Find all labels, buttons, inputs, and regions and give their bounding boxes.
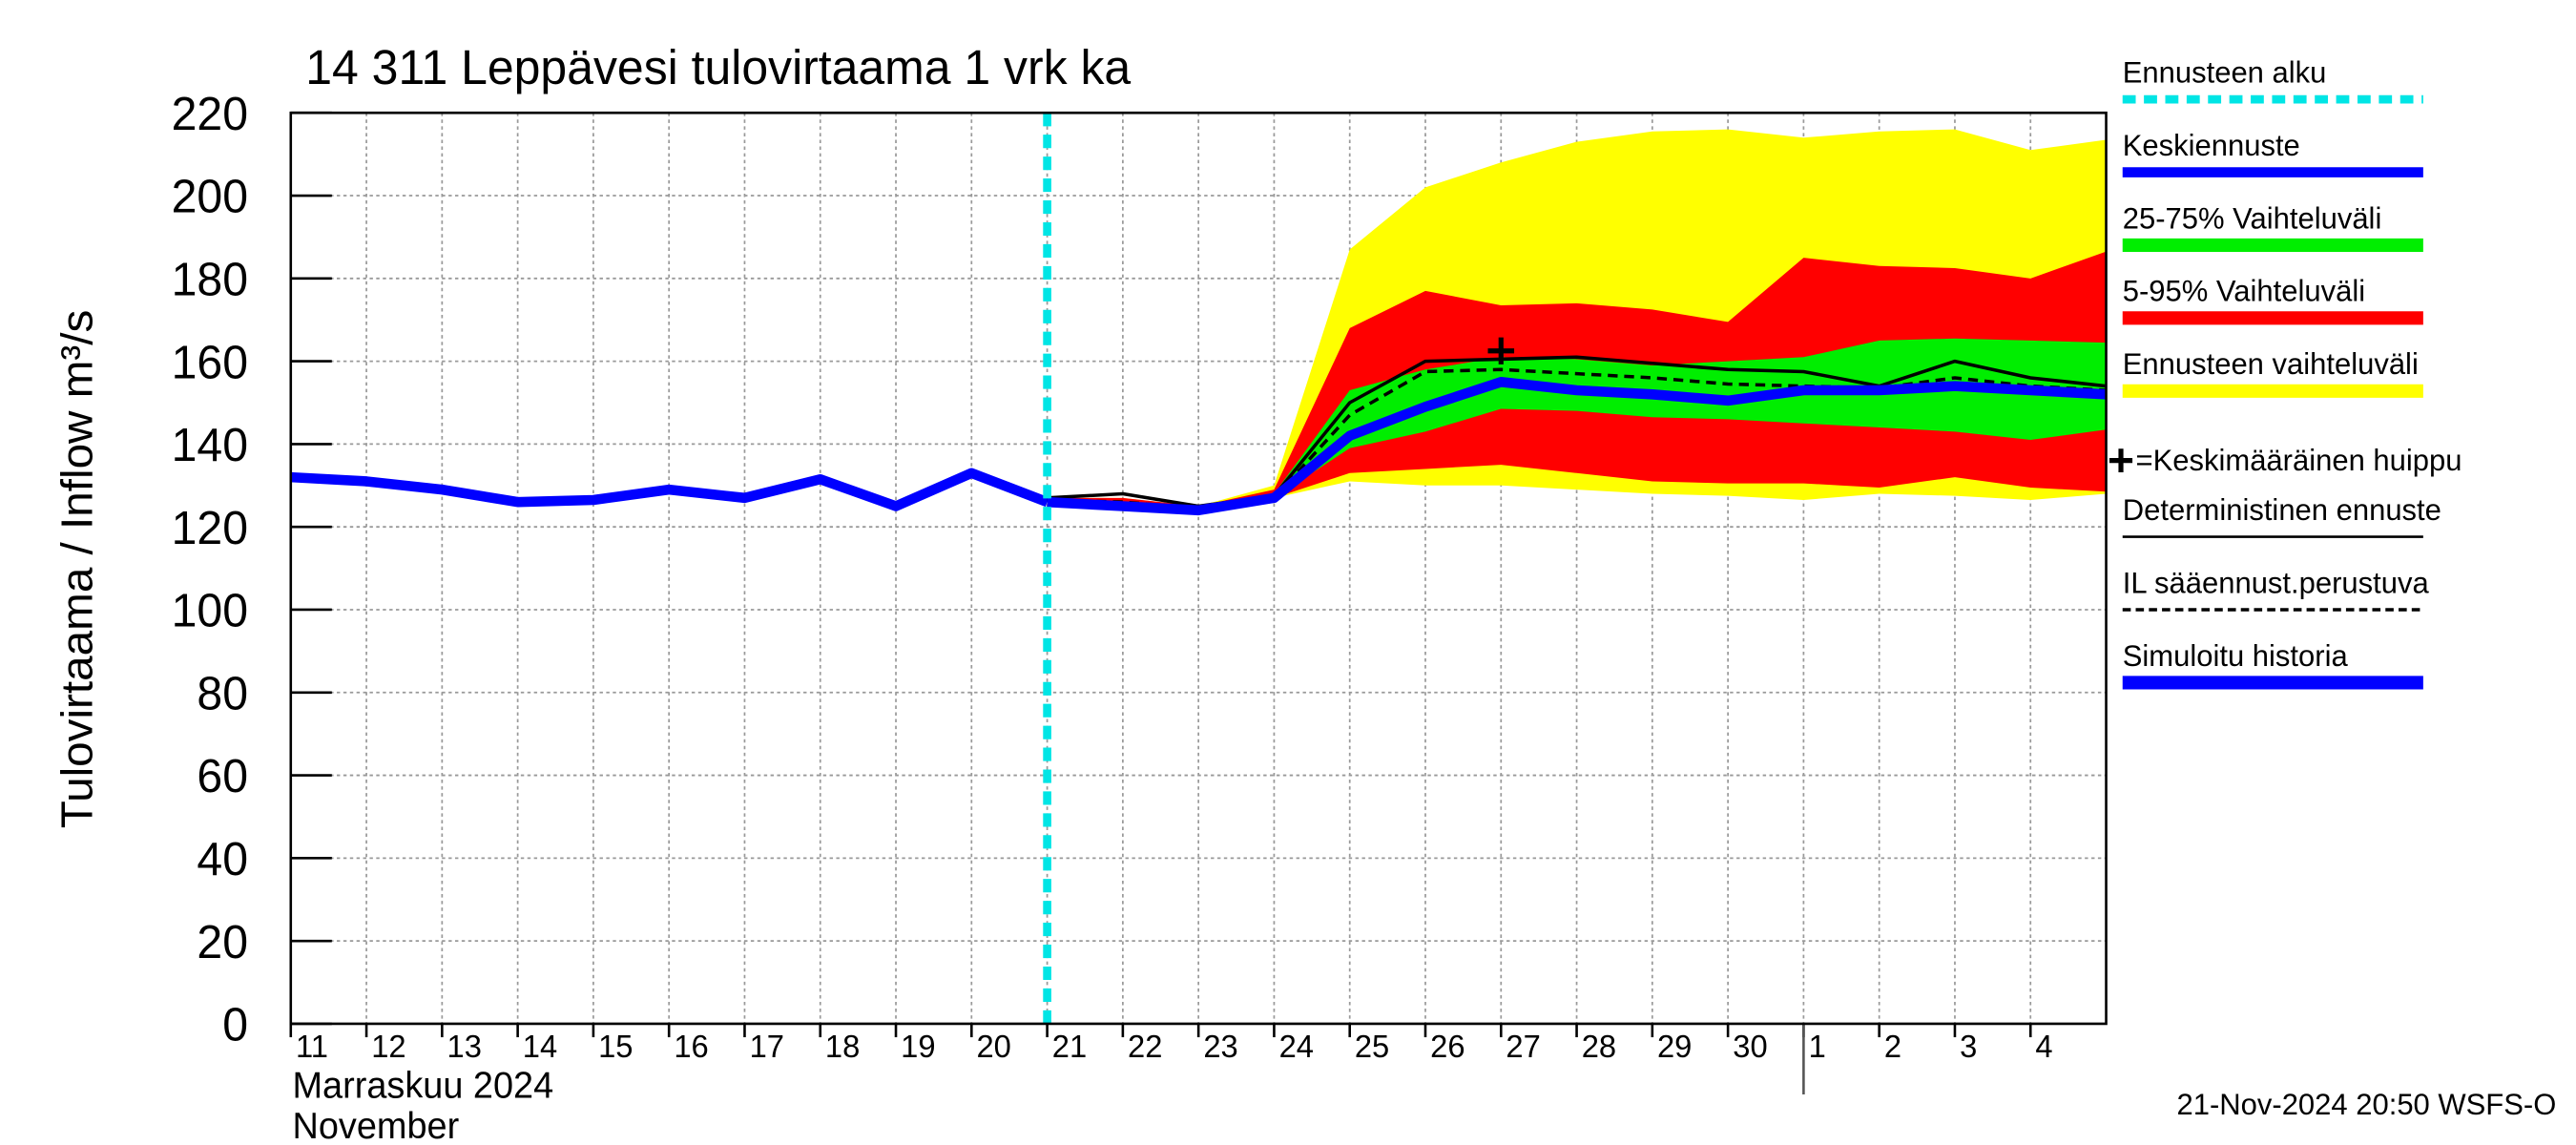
x-tick-label: 15 [598,1030,633,1065]
legend-label: Ennusteen alku [2123,55,2327,89]
x-tick-label: 22 [1128,1030,1162,1065]
x-tick-label: 28 [1582,1030,1616,1065]
x-tick-label: 26 [1430,1030,1465,1065]
x-tick-label: 4 [2035,1030,2052,1065]
series-line [290,468,1049,511]
x-tick-label: 16 [674,1030,708,1065]
series-line [1047,367,2107,510]
legend-label: Keskiennuste [2123,129,2300,162]
y-axis-label: Tulovirtaama / Inflow m³/s [52,310,101,829]
peak-marker [1487,337,1515,364]
plot-frame [289,111,2108,1026]
x-tick-label: 27 [1506,1030,1540,1065]
y-tick-label: 220 [172,88,248,140]
x-tick-label: 18 [825,1030,860,1065]
y-tick-label: 200 [172,171,248,223]
legend-label: Ennusteen vaihteluväli [2123,347,2419,381]
timestamp: 21-Nov-2024 20:50 WSFS-O [2176,1088,2556,1121]
legend-label: Simuloitu historia [2123,638,2348,672]
y-tick-label: 20 [197,916,248,968]
x-tick-label: 29 [1657,1030,1692,1065]
chart-title: 14 311 Leppävesi tulovirtaama 1 vrk ka [305,40,1132,95]
legend-label: 25-75% Vaihteluväli [2123,201,2382,235]
x-tick-label: 17 [750,1030,784,1065]
y-tick-label: 80 [197,668,248,720]
y-tick-label: 120 [172,502,248,554]
legend-label: 5-95% Vaihteluväli [2123,274,2365,307]
legend-label: IL sääennust.perustuva [2123,566,2430,599]
x-sublabel: November [293,1106,460,1145]
x-tick-label: 13 [447,1030,482,1065]
x-tick-label: 3 [1960,1030,1977,1065]
legend-symbol [2109,448,2133,472]
y-tick-label: 60 [197,751,248,803]
x-tick-label: 21 [1052,1030,1087,1065]
x-tick-label: 11 [296,1030,328,1065]
x-tick-label: 14 [523,1030,557,1065]
x-sublabel: Marraskuu 2024 [293,1065,554,1107]
y-tick-label: 40 [197,833,248,885]
x-tick-label: 2 [1884,1030,1901,1065]
x-tick-label: 24 [1279,1030,1314,1065]
x-tick-label: 12 [371,1030,405,1065]
x-tick-label: 20 [976,1030,1010,1065]
y-tick-label: 180 [172,254,248,306]
y-tick-label: 140 [172,420,248,472]
x-tick-label: 23 [1203,1030,1237,1065]
x-tick-label: 1 [1809,1030,1826,1065]
legend-label: =Keskimääräinen huippu [2136,444,2462,477]
y-tick-label: 100 [172,585,248,637]
x-tick-label: 30 [1733,1030,1767,1065]
series-line [1047,377,2107,516]
x-tick-label: 19 [901,1030,935,1065]
legend-label: Deterministinen ennuste [2123,493,2441,527]
y-tick-label: 0 [222,999,248,1051]
y-tick-label: 160 [172,337,248,389]
x-tick-label: 25 [1355,1030,1389,1065]
